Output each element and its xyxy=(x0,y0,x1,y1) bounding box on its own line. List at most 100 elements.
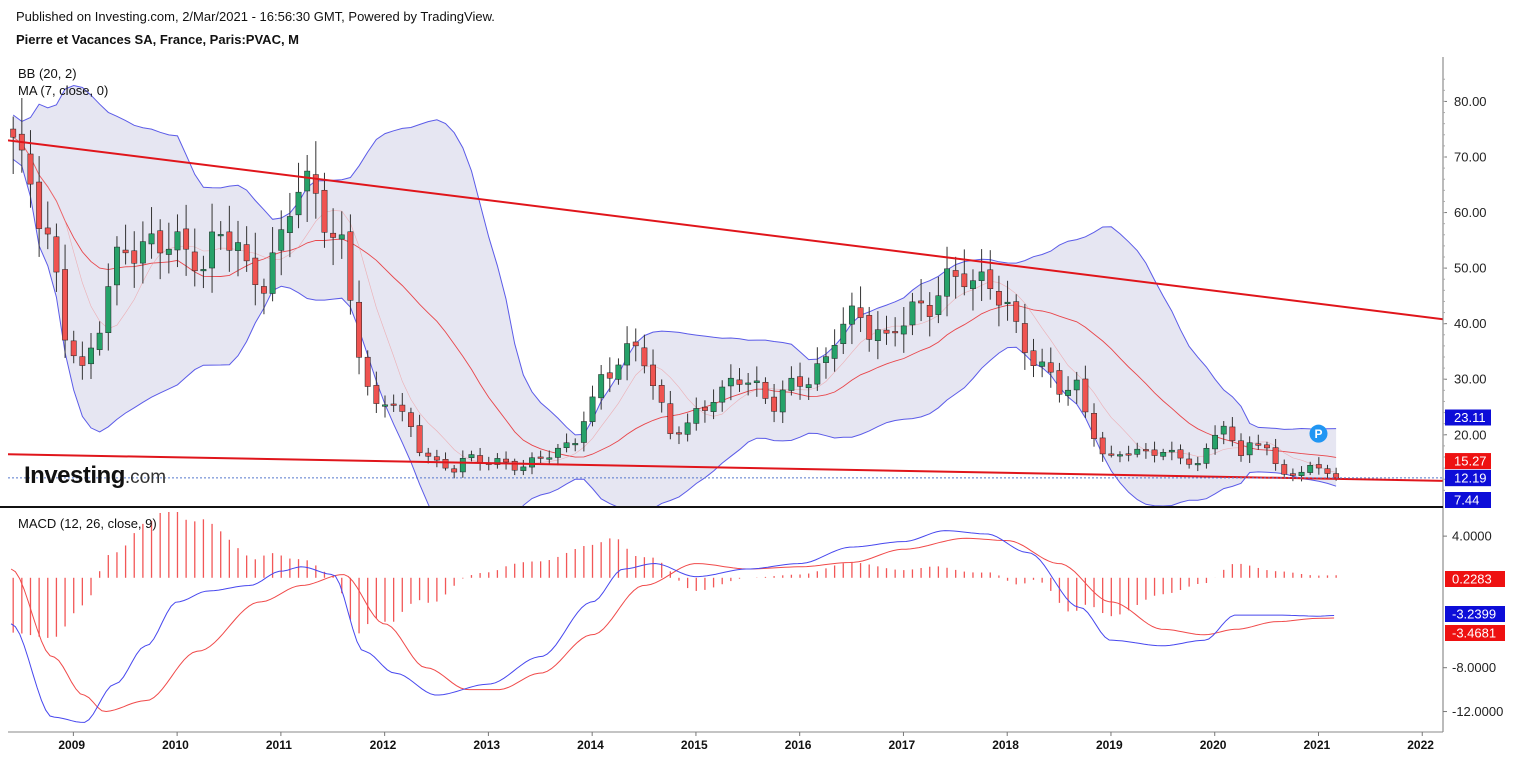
x-tick-label: 2020 xyxy=(1200,738,1227,752)
bb-indicator-label[interactable]: BB (20, 2) xyxy=(18,66,77,81)
candle xyxy=(1298,471,1305,476)
candle xyxy=(174,231,181,251)
candle xyxy=(1134,448,1141,455)
candle xyxy=(823,356,829,363)
candle xyxy=(883,329,890,334)
candle xyxy=(1246,442,1253,456)
candle xyxy=(572,443,579,446)
candle xyxy=(1108,453,1115,456)
candle xyxy=(710,402,717,412)
macd-indicator-label[interactable]: MACD (12, 26, close, 9) xyxy=(18,516,157,531)
candle xyxy=(183,228,190,250)
candle xyxy=(425,452,432,457)
candle xyxy=(304,170,311,192)
ma-indicator-label[interactable]: MA (7, close, 0) xyxy=(18,83,109,98)
candle xyxy=(606,372,613,379)
macd-y-tick-label: 4.0000 xyxy=(1452,529,1492,544)
candle xyxy=(347,231,354,301)
candle xyxy=(1082,378,1089,413)
candle xyxy=(1151,449,1158,456)
candle xyxy=(451,468,458,473)
trendline-upper xyxy=(8,139,1443,321)
candle xyxy=(261,286,267,294)
ma7-line xyxy=(13,136,1337,473)
candle xyxy=(727,377,734,387)
candle xyxy=(36,181,43,229)
candle xyxy=(442,459,449,469)
candle xyxy=(209,231,215,269)
candle xyxy=(719,386,726,403)
x-tick-label: 2019 xyxy=(1096,738,1123,752)
candle xyxy=(53,236,60,273)
candle xyxy=(684,422,691,435)
candle xyxy=(459,458,466,473)
x-tick-label: 2016 xyxy=(785,738,812,752)
candle xyxy=(1142,449,1149,452)
y-tick-label: 40.00 xyxy=(1454,316,1487,331)
candle xyxy=(926,305,933,317)
candle xyxy=(1229,426,1236,441)
candle xyxy=(468,454,475,459)
candle xyxy=(338,234,345,240)
candle xyxy=(62,269,68,341)
candle xyxy=(771,396,778,412)
candle xyxy=(295,191,302,216)
candle xyxy=(909,301,916,326)
candle xyxy=(1013,301,1020,322)
y-tick-label: 20.00 xyxy=(1454,427,1487,442)
candle xyxy=(857,307,864,318)
candle xyxy=(1117,454,1123,457)
candle xyxy=(1177,449,1184,459)
candle xyxy=(1324,468,1331,474)
candle xyxy=(1073,379,1080,391)
x-tick-label: 2022 xyxy=(1407,738,1434,752)
candle xyxy=(1099,437,1106,455)
candle xyxy=(390,403,397,406)
candle xyxy=(226,231,233,251)
candle xyxy=(1272,447,1279,464)
candle xyxy=(554,447,561,458)
candle xyxy=(235,242,241,251)
candle xyxy=(1315,464,1322,469)
bb-fill xyxy=(13,85,1337,507)
price-badge-label: 7.44 xyxy=(1454,493,1479,508)
candle xyxy=(848,305,855,325)
candle xyxy=(494,458,501,465)
candle xyxy=(1021,323,1028,353)
candle xyxy=(88,347,94,365)
candle xyxy=(382,404,388,407)
candle xyxy=(286,216,293,233)
candle xyxy=(191,251,198,272)
macd-badge xyxy=(1445,571,1505,587)
instrument-title: Pierre et Vacances SA, France, Paris:PVA… xyxy=(16,32,300,47)
x-tick-label: 2021 xyxy=(1303,738,1330,752)
macd-pane xyxy=(10,512,1337,723)
candle xyxy=(658,385,665,403)
candle xyxy=(641,347,648,367)
candle xyxy=(70,340,77,357)
candle xyxy=(1168,449,1175,453)
candle xyxy=(520,466,527,471)
bb-lower-line xyxy=(12,159,1337,507)
candle xyxy=(1160,452,1167,457)
x-tick-label: 2014 xyxy=(577,738,604,752)
p-marker xyxy=(1309,424,1328,443)
p-marker-label: P xyxy=(1314,427,1322,441)
candle xyxy=(762,381,769,399)
candle xyxy=(148,233,155,245)
candle xyxy=(503,458,509,463)
candle xyxy=(615,364,622,380)
macd-badge-label: 0.2283 xyxy=(1452,572,1492,587)
candle xyxy=(27,153,34,185)
candle xyxy=(745,382,752,385)
y-tick-label: 50.00 xyxy=(1454,261,1487,276)
logo-suffix: .com xyxy=(124,467,167,488)
x-tick-label: 2010 xyxy=(162,738,189,752)
candle xyxy=(399,404,406,412)
candle xyxy=(892,331,899,334)
candle xyxy=(252,257,259,285)
candle xyxy=(278,229,285,251)
candle xyxy=(165,248,172,255)
candle xyxy=(529,457,535,468)
